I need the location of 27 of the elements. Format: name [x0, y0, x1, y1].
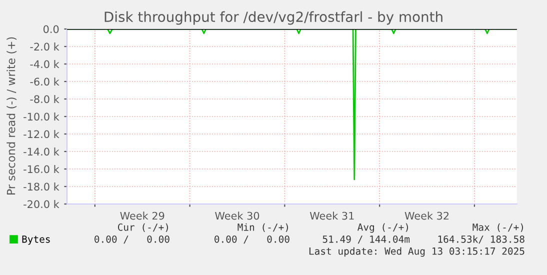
- x-tick-label: Week 29: [120, 212, 164, 220]
- x-tick-label: Week 32: [404, 212, 449, 220]
- y-tick-label: -14.0 k: [24, 148, 60, 156]
- y-tick-label: -16.0 k: [24, 165, 60, 174]
- y-axis-title: Pr second read (-) / write (+): [6, 37, 17, 195]
- text: 0.00 / 0.00: [94, 235, 170, 244]
- text: Min (-/+): [238, 223, 288, 232]
- y-tick-label: -12.0 k: [24, 130, 60, 138]
- y-tick-label: -10.0 k: [24, 112, 60, 121]
- text: Cur (-/+): [118, 223, 168, 232]
- y-tick-label: 0.0: [43, 25, 59, 34]
- y-tick-label: -2.0 k: [30, 42, 60, 51]
- text: 164.53k/ 183.58: [438, 235, 524, 244]
- y-tick-label: -20.0 k: [24, 200, 60, 208]
- y-tick-label: -8.0 k: [30, 95, 60, 104]
- chart-title: Disk throughput for /dev/vg2/frostfarl - by month: [104, 11, 442, 25]
- text: Last update: Wed Aug 13 03:15:17 2025: [309, 247, 524, 257]
- text: Max (-/+): [472, 223, 523, 232]
- legend-label: Bytes: [22, 236, 50, 245]
- text: 0.00 / 0.00: [214, 235, 290, 244]
- y-tick-label: -4.0 k: [30, 60, 60, 68]
- x-tick-label: Week 30: [215, 212, 260, 220]
- x-tick-label: Week 31: [310, 212, 354, 220]
- y-tick-label: -6.0 k: [30, 78, 60, 86]
- y-tick-label: -18.0 k: [24, 182, 60, 191]
- text: Avg (-/+): [358, 223, 408, 233]
- text: 51.49 / 144.04m: [322, 235, 410, 244]
